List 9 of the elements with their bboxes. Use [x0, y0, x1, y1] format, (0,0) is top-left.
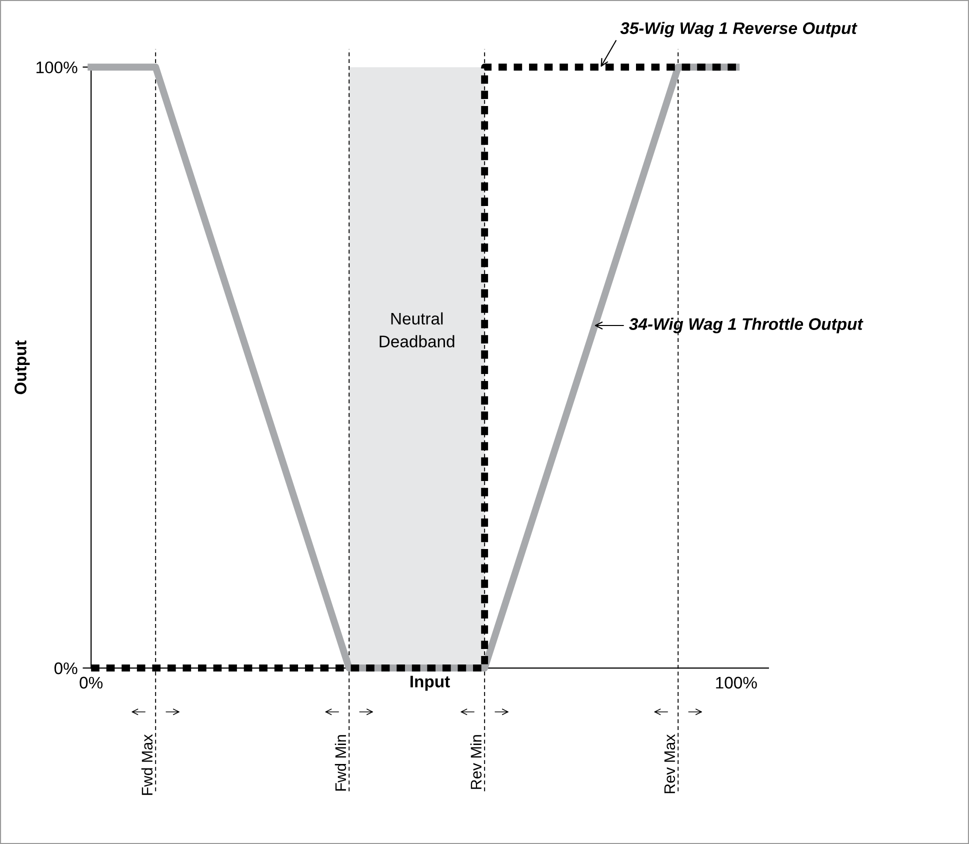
ref-line-label: Fwd Max: [141, 734, 153, 795]
annotation: 34-Wig Wag 1 Throttle Output: [629, 318, 864, 334]
band-label: Neutral Deadband: [380, 312, 454, 348]
ref-line-label: Rev Max: [664, 734, 676, 794]
x-axis-title: Input: [410, 676, 450, 691]
annotation: 35-Wig Wag 1 Reverse Output: [620, 22, 858, 38]
ref-line-label: Fwd Min: [334, 735, 346, 791]
ref-line-label: Rev Min: [470, 735, 482, 789]
y-axis-title: Output: [14, 340, 30, 394]
